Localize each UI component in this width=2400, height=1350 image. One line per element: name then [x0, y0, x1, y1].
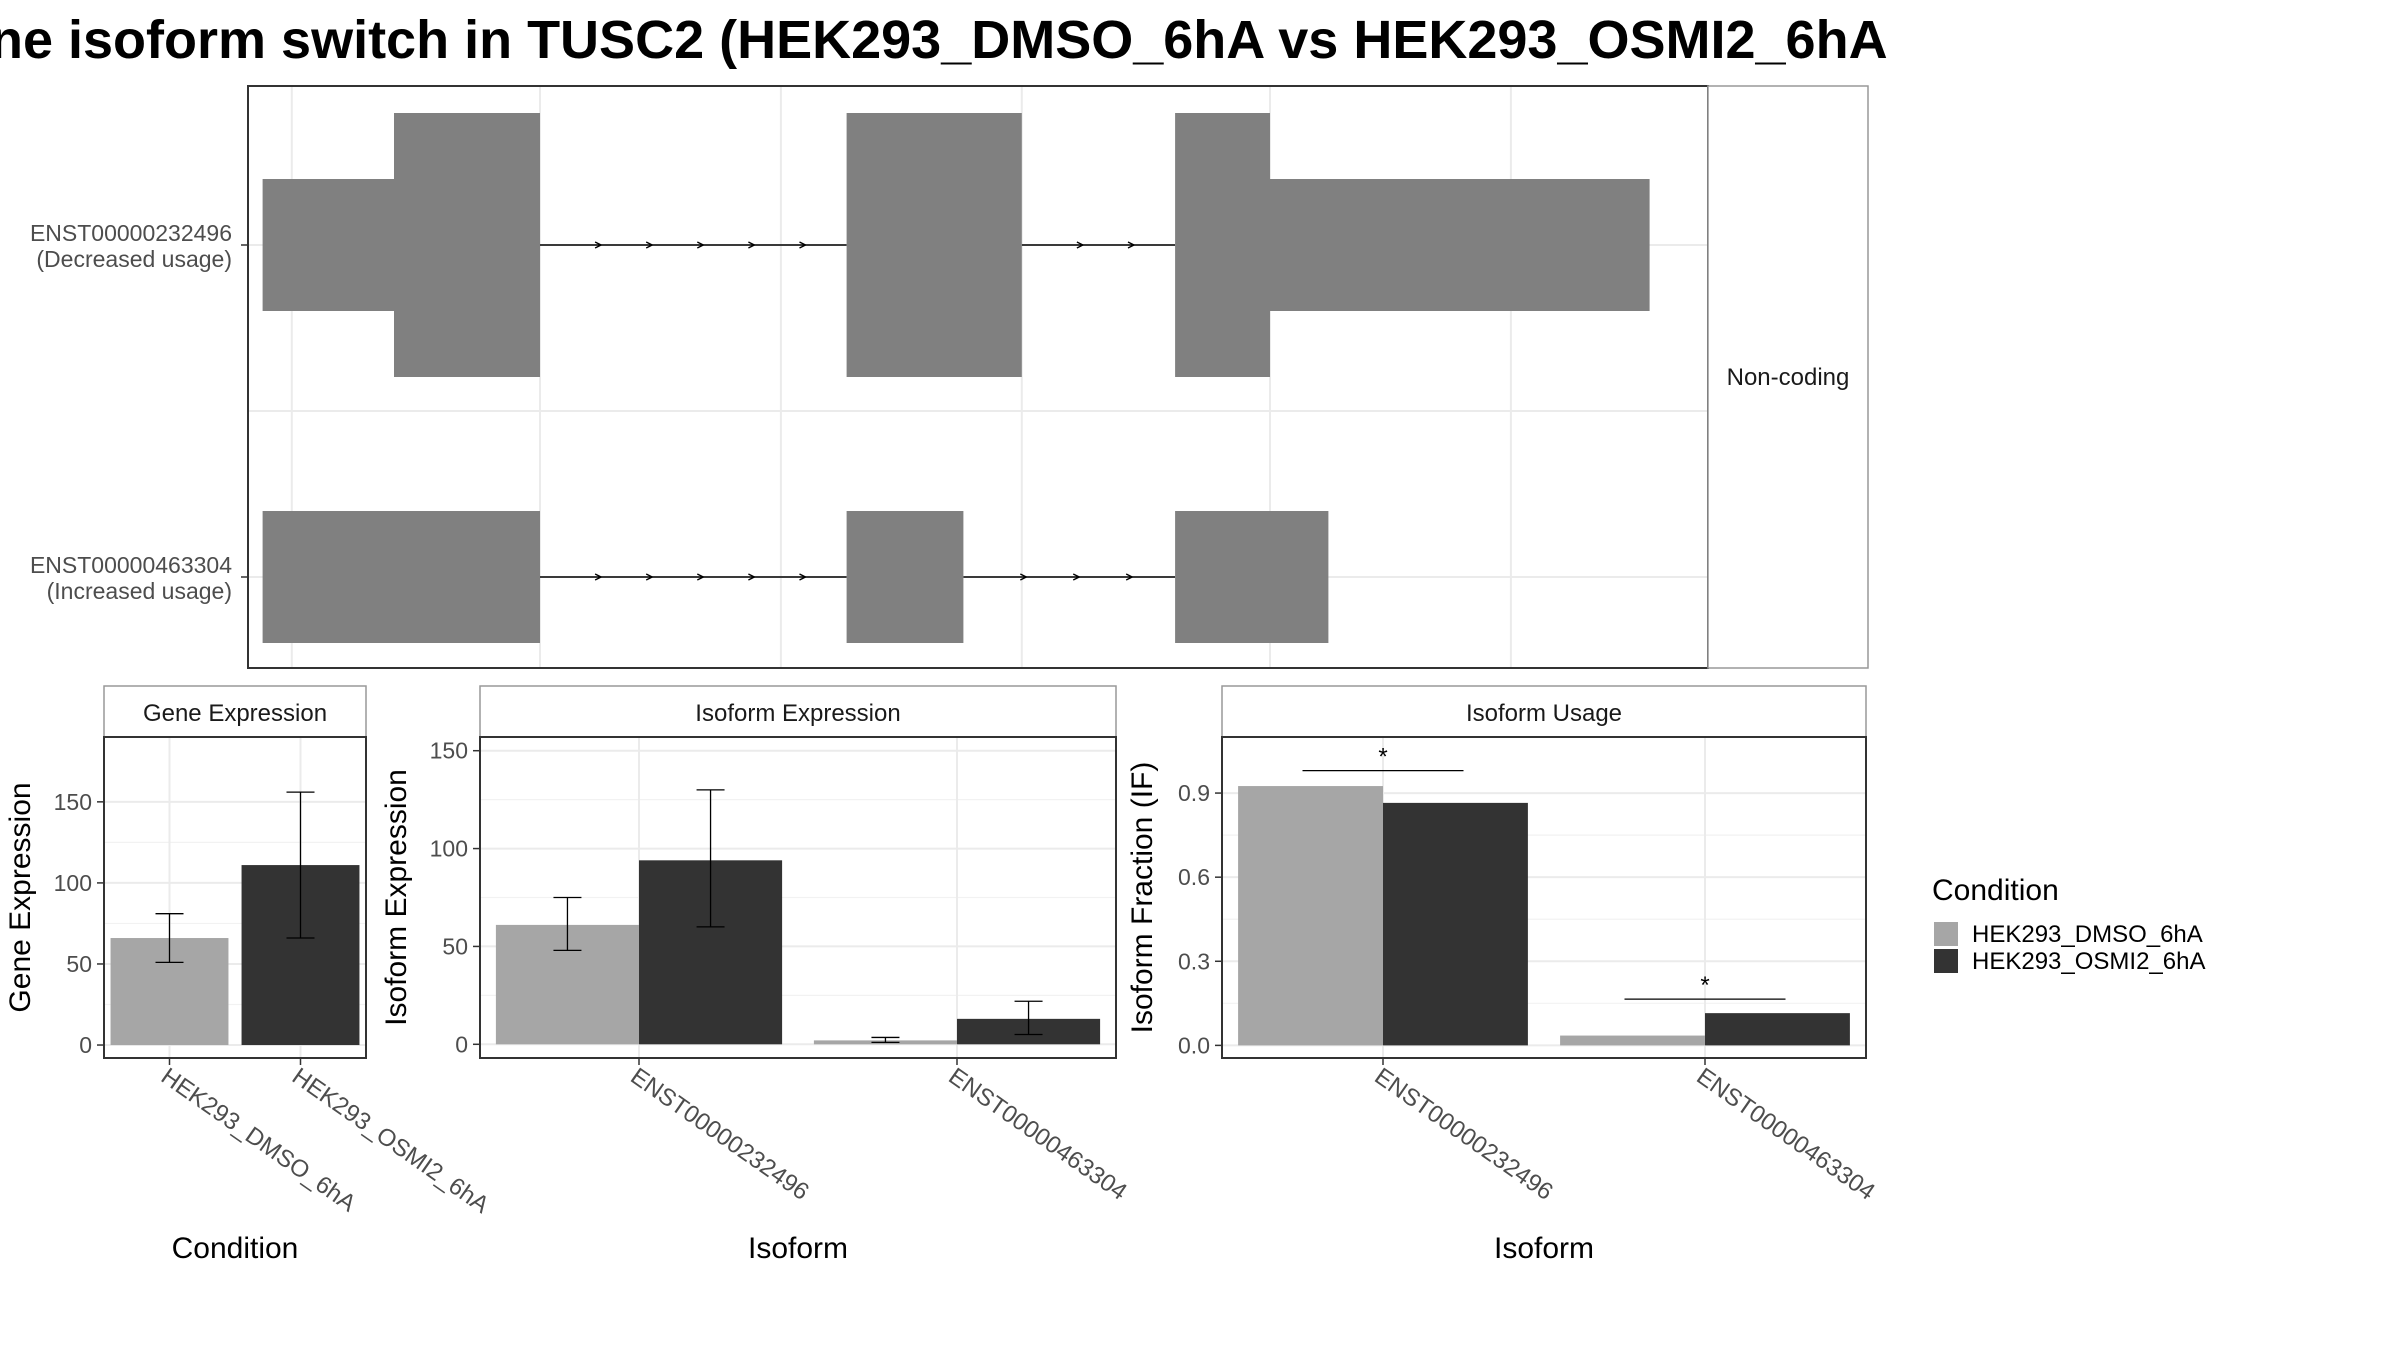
y-axis-title: Isoform Fraction (IF)	[1126, 762, 1159, 1034]
transcript-usage-label: (Increased usage)	[47, 578, 232, 604]
intron-arrow	[696, 573, 705, 581]
panel-border	[479, 736, 1117, 1059]
exon-utr	[262, 179, 394, 311]
legend-title: Condition	[1932, 874, 2059, 907]
y-tick-label: 100	[430, 836, 468, 862]
intron-arrow	[696, 241, 705, 249]
panel-gene-expression: Gene Expression050100150HEK293_DMSO_6hAH…	[4, 685, 494, 1265]
y-axis-title: Isoform Expression	[380, 769, 413, 1026]
significance-star: *	[1378, 744, 1387, 771]
x-tick-label: ENST00000463304	[1692, 1063, 1880, 1206]
x-tick-label: ENST00000463304	[944, 1063, 1132, 1206]
exon-utr	[846, 511, 964, 643]
x-axis-title: Isoform	[1494, 1232, 1594, 1265]
x-tick-label: ENST00000232496	[1370, 1063, 1558, 1206]
panel-strip	[103, 685, 367, 738]
panel-strip	[479, 685, 1117, 738]
y-tick-label: 0.3	[1178, 948, 1210, 974]
transcript-usage-label: (Decreased usage)	[36, 246, 232, 272]
intron-arrow	[1020, 573, 1028, 581]
x-tick-label: ENST00000232496	[626, 1063, 814, 1206]
panel-strip	[1221, 685, 1867, 738]
bar	[1238, 786, 1383, 1046]
panel-strip-title: Isoform Usage	[1466, 700, 1622, 727]
bar	[1560, 1035, 1705, 1046]
panel-isoform-expression: Isoform Expression 0 50 100 150 ENST000002324…	[380, 685, 1132, 1265]
exon-cds	[846, 113, 1022, 377]
exon-utr	[1270, 179, 1650, 311]
y-tick-label: 50	[442, 933, 468, 959]
legend-swatch	[1934, 949, 1958, 973]
intron-arrow	[1076, 241, 1085, 249]
y-tick-label: 0	[455, 1031, 468, 1057]
intron-arrow	[748, 241, 756, 249]
exon-utr	[1175, 511, 1329, 643]
intron-arrow	[799, 573, 808, 581]
intron-arrow	[594, 241, 603, 249]
facet-label: Non-coding	[1727, 364, 1850, 391]
legend-label: HEK293_OSMI2_6hA	[1972, 948, 2205, 975]
exon-cds	[1175, 113, 1270, 377]
bar	[1705, 1013, 1850, 1046]
y-tick-label: 150	[430, 738, 468, 764]
y-axis-title: Gene Expression	[4, 782, 37, 1012]
transcript-label: ENST00000232496	[30, 220, 232, 246]
y-tick-label: 150	[54, 789, 92, 815]
transcript-ENST00000232496	[262, 113, 1650, 377]
x-axis-title: Isoform	[748, 1232, 848, 1265]
panel-strip-title: Isoform Expression	[695, 700, 900, 727]
y-tick-label: 0.0	[1178, 1032, 1210, 1058]
transcript-ENST00000463304	[262, 511, 1329, 643]
gene-structure-panel: ENST00000232496(Decreased usage) ENST0000…	[30, 85, 1869, 669]
significance-star: *	[1700, 972, 1709, 999]
intron-arrow	[1127, 241, 1136, 249]
exon-cds	[394, 113, 540, 377]
intron-arrow	[645, 573, 654, 581]
figure-title: ne isoform switch in TUSC2 (HEK293_DMSO_…	[0, 10, 1888, 70]
legend-label: HEK293_DMSO_6hA	[1972, 921, 2203, 948]
panel-border	[1221, 736, 1867, 1059]
x-axis-title: Condition	[172, 1232, 299, 1265]
legend-swatch	[1934, 922, 1958, 946]
exon-utr	[262, 511, 540, 643]
intron-arrow	[1072, 573, 1081, 581]
intron-arrow	[645, 241, 654, 249]
y-tick-label: 100	[54, 870, 92, 896]
panel-isoform-usage: Isoform Usage 0.0 0.3 0.6 0.9 * * ENST000002324…	[1126, 685, 1880, 1265]
panel-border	[103, 736, 367, 1059]
intron-arrow	[1125, 573, 1134, 581]
intron-arrow	[748, 573, 756, 581]
y-tick-label: 0.9	[1178, 780, 1210, 806]
y-tick-label: 0	[79, 1032, 92, 1058]
intron-arrow	[799, 241, 808, 249]
intron-arrow	[594, 573, 603, 581]
bar-chart-panels: Gene Expression050100150HEK293_DMSO_6hAH…	[4, 685, 1880, 1265]
transcript-label: ENST00000463304	[30, 552, 232, 578]
bar	[1383, 802, 1528, 1046]
y-tick-label: 50	[66, 951, 92, 977]
y-tick-label: 0.6	[1178, 864, 1210, 890]
facet-strip	[1707, 85, 1869, 669]
panel-strip-title: Gene Expression	[143, 700, 327, 727]
